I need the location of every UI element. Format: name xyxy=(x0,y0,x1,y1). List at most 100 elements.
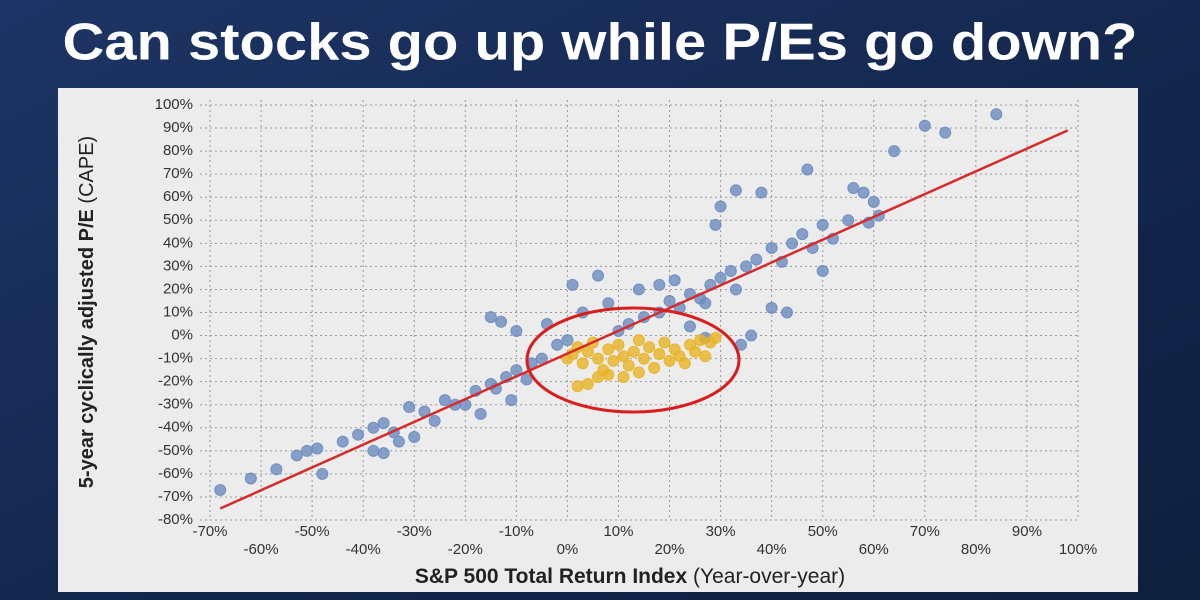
data-point xyxy=(658,336,671,349)
data-point xyxy=(765,241,778,254)
data-point xyxy=(816,218,829,231)
x-tick-label: -20% xyxy=(448,541,483,558)
data-point xyxy=(612,338,625,351)
y-axis-note: (CAPE) xyxy=(76,136,98,204)
data-point xyxy=(403,401,416,414)
data-point xyxy=(622,359,635,372)
data-point xyxy=(709,218,722,231)
data-point xyxy=(847,182,860,194)
data-point xyxy=(607,354,620,367)
data-point xyxy=(729,184,742,197)
data-point xyxy=(495,315,508,328)
data-point xyxy=(801,163,814,176)
y-tick-label: -20% xyxy=(158,373,193,390)
x-tick-label: -40% xyxy=(346,541,381,558)
data-point xyxy=(602,297,615,310)
data-point xyxy=(408,431,421,443)
data-point xyxy=(740,260,753,273)
data-point xyxy=(551,338,564,351)
y-tick-label: -30% xyxy=(158,396,193,413)
data-point xyxy=(505,394,518,407)
x-axis-label: S&P 500 Total Return Index (Year-over-ye… xyxy=(415,565,845,588)
y-tick-label: -60% xyxy=(158,465,193,482)
data-point xyxy=(632,366,645,379)
data-point xyxy=(428,414,441,427)
data-point xyxy=(678,357,691,370)
data-point xyxy=(602,343,615,356)
data-point xyxy=(653,348,666,360)
data-point xyxy=(653,278,666,291)
x-tick-label: -70% xyxy=(192,523,227,540)
data-point xyxy=(576,357,589,370)
data-point xyxy=(336,435,349,448)
data-point xyxy=(592,352,605,365)
data-point xyxy=(566,278,579,291)
data-point xyxy=(888,145,901,158)
data-point xyxy=(632,334,645,347)
data-point xyxy=(857,186,870,199)
x-tick-label: 20% xyxy=(655,541,685,558)
data-point xyxy=(367,444,380,457)
x-tick-label: 50% xyxy=(808,523,838,540)
data-point xyxy=(392,435,405,448)
data-point xyxy=(694,334,707,347)
y-tick-label: -50% xyxy=(158,442,193,459)
data-point xyxy=(663,354,676,367)
data-point xyxy=(750,253,763,266)
data-point xyxy=(474,407,487,420)
data-point xyxy=(842,214,855,227)
data-point xyxy=(581,377,594,390)
data-point xyxy=(755,186,768,199)
data-point xyxy=(663,294,676,307)
plot xyxy=(214,108,1069,510)
data-point xyxy=(780,306,793,319)
trend-line xyxy=(219,129,1069,510)
data-point xyxy=(270,463,283,476)
y-axis-title: 5-year cyclically adjusted P/E xyxy=(76,209,98,488)
y-tick-label: 90% xyxy=(163,119,193,136)
x-tick-label: 0% xyxy=(557,541,579,558)
x-tick-label: 40% xyxy=(757,541,787,558)
y-tick-label: 20% xyxy=(163,280,193,297)
x-tick-label: 10% xyxy=(603,523,633,540)
data-point xyxy=(627,345,640,358)
y-tick-label: 10% xyxy=(163,303,193,320)
y-axis-label: 5-year cyclically adjusted P/E (CAPE) xyxy=(76,136,98,488)
y-tick-label: -10% xyxy=(158,350,193,367)
data-point xyxy=(520,373,533,386)
grid xyxy=(200,100,1079,521)
data-point xyxy=(765,301,778,314)
data-point xyxy=(244,472,257,485)
data-point xyxy=(377,447,390,460)
data-point xyxy=(668,274,681,287)
x-tick-label: -10% xyxy=(499,523,534,540)
data-point xyxy=(745,329,758,342)
y-tick-label: 0% xyxy=(171,327,193,344)
x-tick-label: 30% xyxy=(706,523,736,540)
data-point xyxy=(311,442,324,455)
title: Can stocks go up while P/Es go down? xyxy=(63,14,1138,72)
data-point xyxy=(617,350,630,363)
y-tick-label: 50% xyxy=(163,211,193,228)
x-axis-note: (Year-over-year) xyxy=(693,565,845,588)
y-tick-label: 70% xyxy=(163,165,193,182)
data-point xyxy=(699,350,712,363)
data-point xyxy=(729,283,742,296)
data-point xyxy=(683,320,696,333)
data-point xyxy=(867,195,880,208)
data-point xyxy=(724,265,737,277)
y-tick-label: -80% xyxy=(158,511,193,528)
x-axis-title: S&P 500 Total Return Index xyxy=(415,565,688,588)
y-tick-label: -40% xyxy=(158,419,193,436)
data-point xyxy=(438,394,451,407)
x-tick-label: 90% xyxy=(1012,523,1042,540)
y-tick-label: 40% xyxy=(163,234,193,251)
x-tick-label: -60% xyxy=(244,541,279,558)
data-point xyxy=(939,126,952,139)
data-point xyxy=(301,444,314,457)
x-tick-label: 100% xyxy=(1059,541,1097,558)
data-point xyxy=(617,371,630,384)
data-point xyxy=(484,311,497,324)
data-point xyxy=(592,371,605,384)
y-tick-label: 60% xyxy=(163,188,193,205)
